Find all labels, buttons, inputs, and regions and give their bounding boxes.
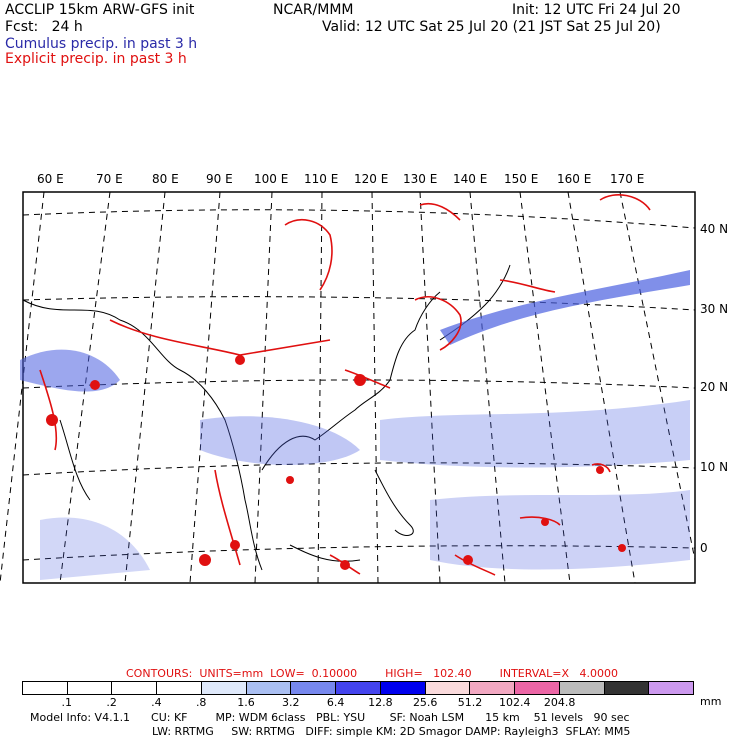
meridian-160e	[567, 191, 636, 584]
lat-label: 40 N	[700, 222, 729, 236]
lon-label: 60 E	[37, 172, 64, 186]
legend-tick-label: .8	[195, 696, 207, 709]
lon-label: 100 E	[254, 172, 289, 186]
legend-tick-label: .1	[61, 696, 73, 709]
legend-unit: mm	[700, 695, 722, 708]
legend-tick-label: 102.4	[499, 696, 531, 709]
lat-label: 20 N	[700, 380, 729, 394]
legend-swatch	[246, 682, 292, 694]
coastline-borneo	[289, 544, 361, 562]
coastline-arabia	[59, 419, 91, 501]
model-title: ACCLIP 15km ARW-GFS init	[5, 2, 195, 18]
legend-swatch	[291, 682, 337, 694]
legend-tick-label: 25.6	[412, 696, 438, 709]
lat-label: 0	[700, 541, 708, 555]
lon-label: 70 E	[96, 172, 123, 186]
legend-tick-label: .4	[151, 696, 162, 709]
lon-label: 150 E	[504, 172, 539, 186]
legend-swatch	[201, 682, 247, 694]
parallel-40n	[22, 209, 696, 229]
color-legend	[22, 681, 694, 695]
lat-label: 30 N	[700, 302, 729, 316]
lon-label: 80 E	[152, 172, 179, 186]
physics-info: LW: RRTMG SW: RRTMG DIFF: simple KM: 2D …	[152, 725, 631, 738]
legend-tick-label: 204.8	[543, 696, 576, 709]
contour-info: CONTOURS: UNITS=mm LOW= 0.10000 HIGH= 10…	[126, 667, 618, 680]
legend-swatch	[470, 682, 516, 694]
meridian-170e	[619, 191, 696, 561]
model-info: Model Info: V4.1.1 CU: KF MP: WDM 6class…	[30, 711, 630, 724]
lon-label: 140 E	[453, 172, 488, 186]
cumulus-legend-label: Cumulus precip. in past 3 h	[5, 36, 198, 52]
center-label: NCAR/MMM	[273, 2, 354, 18]
lat-label: 10 N	[700, 460, 729, 474]
coastline-south-asia	[22, 299, 263, 571]
valid-time: Valid: 12 UTC Sat 25 Jul 20 (21 JST Sat …	[322, 19, 661, 35]
legend-tick-label: 1.6	[237, 696, 255, 709]
explicit-heavy-cells	[46, 355, 626, 570]
legend-tick-label: 3.2	[282, 696, 300, 709]
explicit-legend-label: Explicit precip. in past 3 h	[5, 51, 187, 67]
init-time: Init: 12 UTC Fri 24 Jul 20	[512, 2, 681, 18]
legend-swatch	[604, 682, 650, 694]
legend-swatch	[112, 682, 158, 694]
lon-label: 160 E	[557, 172, 592, 186]
parallel-20n	[22, 379, 696, 389]
legend-swatch	[23, 682, 68, 694]
legend-tick-label: 6.4	[326, 696, 345, 709]
legend-swatch	[67, 682, 113, 694]
legend-swatch	[649, 682, 694, 694]
coastline-china	[261, 291, 441, 471]
coastline-philippines	[374, 469, 414, 536]
legend-swatch	[425, 682, 471, 694]
legend-swatch	[157, 682, 202, 694]
legend-tick-label: .2	[106, 696, 117, 709]
lon-label: 110 E	[304, 172, 339, 186]
legend-tick-label: 51.2	[457, 696, 483, 709]
legend-tick-label: 12.8	[368, 696, 393, 709]
explicit-precip-contours	[39, 194, 651, 576]
legend-swatch	[336, 682, 381, 694]
lon-label: 90 E	[206, 172, 233, 186]
map-frame	[22, 191, 696, 584]
cumulus-precip-areas	[20, 270, 690, 580]
legend-swatch	[559, 682, 605, 694]
legend-swatch	[515, 682, 560, 694]
lon-label: 120 E	[354, 172, 389, 186]
legend-swatch	[380, 682, 426, 694]
coastlines	[22, 264, 511, 571]
lon-label: 130 E	[403, 172, 438, 186]
parallel-30n	[22, 296, 696, 311]
parallel-0	[22, 545, 696, 561]
lon-label: 170 E	[610, 172, 645, 186]
forecast-hour: Fcst: 24 h	[5, 19, 83, 35]
